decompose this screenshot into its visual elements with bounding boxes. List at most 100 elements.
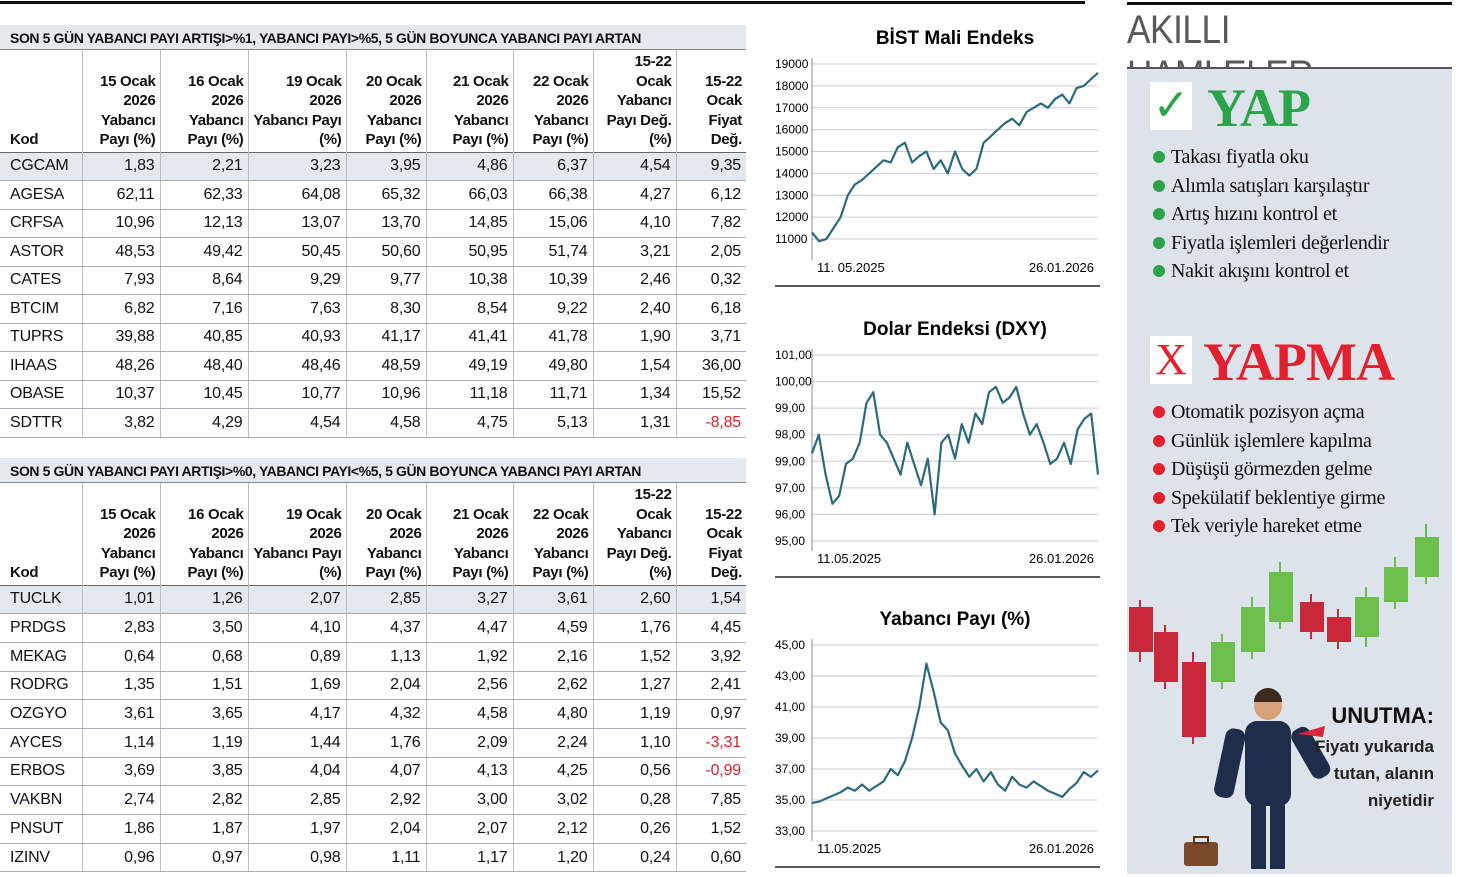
cell-value: 2,05	[675, 237, 746, 267]
table-body: CGCAM 1,83 2,21 3,23 3,95 4,86 6,37 4,54 9,35 AGE…	[0, 151, 746, 438]
cell-value: 10,45	[159, 380, 248, 409]
cell-value: 13,70	[345, 209, 426, 238]
cell-value: 3,71	[675, 323, 746, 352]
line-series	[811, 71, 1099, 243]
header-row: Kod 15 Ocak 2026 Yabancı Payı (%) 16 Ocak …	[0, 483, 746, 585]
cell-value: 0,24	[592, 843, 676, 873]
table-row: SDTTR 3,82 4,29 4,54 4,58 4,75 5,13 1,31 -8,85	[0, 408, 746, 438]
cell-value: -0,99	[675, 757, 746, 787]
column-header: 15 Ocak 2026 Yabancı Payı (%)	[81, 483, 160, 585]
column-header: Kod	[10, 131, 39, 148]
cell-value: 2,07	[425, 814, 513, 844]
cell-value: 11,18	[425, 380, 513, 409]
chart-title: Dolar Endeksi (DXY)	[863, 319, 1047, 340]
chart: Dolar Endeksi (DXY) 101,00 100,00 99,00 98,0…	[775, 319, 1100, 578]
y-tick-label: 99,00	[775, 454, 805, 468]
table-row: VAKBN 2,74 2,82 2,85 2,92 3,00 3,02 0,28 7,85	[0, 785, 746, 815]
column-header: 20 Ocak 2026 Yabancı Payı (%)	[345, 50, 426, 152]
cell-value: 2,40	[592, 294, 676, 324]
column-header: 20 Ocak 2026 Yabancı Payı (%)	[345, 483, 426, 585]
table-row: RODRG 1,35 1,51 1,69 2,04 2,56 2,62 1,27 2,41	[0, 671, 746, 701]
cell-value: 2,92	[345, 785, 426, 815]
dont-heading: YAPMA	[1203, 332, 1395, 392]
cell-value: 10,38	[425, 266, 513, 295]
cell-value: 9,77	[345, 266, 426, 295]
cell-value: 4,10	[247, 613, 346, 643]
cell-value: 2,46	[592, 266, 676, 295]
column-header: 15-22 Ocak Yabancı Payı Değ. (%)	[592, 483, 676, 585]
list-item: Otomatik pozisyon açma	[1151, 400, 1441, 425]
table: Kod 15 Ocak 2026 Yabancı Payı (%) 16 Ocak …	[0, 483, 746, 873]
cell-value: 15,06	[512, 209, 593, 238]
cell-value: 1,17	[425, 843, 513, 873]
cell-value: 9,22	[512, 294, 593, 324]
rule	[0, 1, 1085, 4]
cell-value: 9,29	[247, 266, 346, 295]
cell-value: 1,90	[592, 323, 676, 352]
cell-value: 1,14	[81, 728, 160, 758]
cell-value: 2,83	[81, 613, 160, 643]
cell-value: 62,33	[159, 180, 248, 210]
y-tick-label: 45,00	[775, 638, 805, 652]
line-series	[810, 385, 1100, 516]
table-head: Kod 15 Ocak 2026 Yabancı Payı (%) 16 Ocak …	[0, 50, 746, 152]
cell-value: 8,64	[159, 266, 248, 295]
cell-value: 48,53	[81, 237, 160, 267]
cell-value: 1,31	[592, 408, 676, 438]
table-row: PNSUT 1,86 1,87 1,97 2,04 2,07 2,12 0,26 1,52	[0, 814, 746, 844]
cell-code: VAKBN	[0, 785, 82, 815]
cell-value: 7,85	[675, 785, 746, 815]
cell-value: 10,39	[512, 266, 593, 295]
cell-value: 40,93	[247, 323, 346, 352]
cell-value: 2,09	[425, 728, 513, 758]
cell-value: 2,24	[512, 728, 593, 758]
column-header: 15-22 Ocak Fiyat Değ.	[675, 483, 746, 585]
cell-code: TUCLK	[0, 584, 82, 615]
y-tick-label: 96,00	[775, 507, 805, 521]
cell-value: 4,13	[425, 757, 513, 787]
cell-value: 2,60	[592, 584, 676, 615]
cell-value: 50,95	[425, 237, 513, 267]
cell-value: 3,02	[512, 785, 593, 815]
cell-value: 1,13	[345, 642, 426, 672]
note-heading: UNUTMA:	[1331, 703, 1434, 728]
chart-title: Yabancı Payı (%)	[879, 609, 1030, 630]
cell-value: 6,12	[675, 180, 746, 210]
cell-value: 1,52	[675, 814, 746, 844]
cell-code: OBASE	[0, 380, 82, 409]
cell-value: 9,35	[675, 151, 746, 181]
cell-value: 2,56	[425, 671, 513, 701]
cell-code: PNSUT	[0, 814, 82, 844]
cell-value: 4,29	[159, 408, 248, 438]
cell-value: 48,59	[345, 351, 426, 381]
cell-code: PRDGS	[0, 613, 82, 643]
cell-value: 4,59	[512, 613, 593, 643]
y-tick-label: 99,00	[775, 401, 805, 415]
cell-code: RODRG	[0, 671, 82, 701]
cell-value: 7,93	[81, 266, 160, 295]
cell-value: 4,17	[247, 699, 346, 729]
y-tick-label: 17000	[775, 101, 809, 115]
cell-value: 4,54	[592, 151, 676, 181]
cell-value: 36,00	[675, 351, 746, 381]
cell-value: 1,19	[159, 728, 248, 758]
cell-value: 7,16	[159, 294, 248, 324]
cell-value: 40,85	[159, 323, 248, 352]
list-item: Artış hızını kontrol et	[1151, 202, 1441, 227]
cell-value: 1,10	[592, 728, 676, 758]
cell-value: 4,10	[592, 209, 676, 238]
cell-value: 3,50	[159, 613, 248, 643]
table-row: TUPRS 39,88 40,85 40,93 41,17 41,41 41,78 1,90 3…	[0, 323, 746, 352]
cell-code: OZGYO	[0, 699, 82, 729]
candle-illustration	[1129, 524, 1439, 744]
cell-value: 41,78	[512, 323, 593, 352]
list-item: Alımla satışları karşılaştır	[1151, 174, 1441, 199]
list-item: Spekülatif beklentiye girme	[1151, 486, 1441, 511]
column-header: 19 Ocak 2026 Yabancı Payı (%)	[247, 483, 346, 585]
y-tick-label: 12000	[775, 210, 809, 224]
y-tick-label: 16000	[775, 123, 809, 137]
cell-value: 4,58	[345, 408, 426, 438]
do-heading: YAP	[1207, 78, 1311, 138]
x-tick-label: 11. 05.2025	[817, 260, 885, 275]
cell-value: 1,51	[159, 671, 248, 701]
